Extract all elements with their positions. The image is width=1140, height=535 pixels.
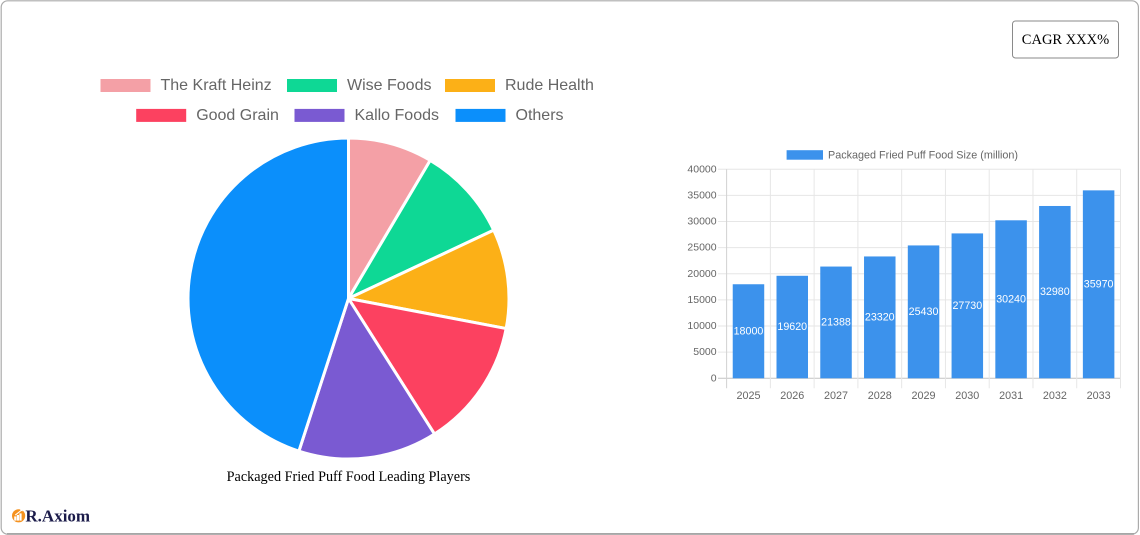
svg-text:Good Grain: Good Grain (196, 107, 279, 124)
svg-text:2026: 2026 (780, 390, 804, 402)
svg-text:35970: 35970 (1084, 278, 1114, 290)
svg-text:2031: 2031 (999, 390, 1023, 402)
svg-text:Kallo Foods: Kallo Foods (355, 107, 440, 124)
svg-text:2033: 2033 (1087, 390, 1111, 402)
svg-text:2027: 2027 (824, 390, 848, 402)
svg-text:2030: 2030 (955, 390, 979, 402)
svg-text:25430: 25430 (909, 306, 939, 318)
svg-text:30000: 30000 (687, 216, 716, 228)
svg-text:10000: 10000 (687, 320, 716, 332)
svg-text:32980: 32980 (1040, 286, 1070, 298)
svg-text:20000: 20000 (687, 268, 716, 280)
svg-text:40000: 40000 (687, 163, 716, 175)
svg-text:23320: 23320 (865, 311, 895, 323)
svg-text:5000: 5000 (693, 346, 717, 358)
svg-text:Rude Health: Rude Health (505, 77, 594, 94)
svg-text:R.Axiom: R.Axiom (25, 507, 90, 526)
svg-text:25000: 25000 (687, 242, 716, 254)
svg-text:The Kraft Heinz: The Kraft Heinz (161, 77, 272, 94)
svg-text:Wise Foods: Wise Foods (347, 77, 431, 94)
svg-text:0: 0 (711, 372, 717, 384)
svg-text:21388: 21388 (821, 316, 851, 328)
svg-text:19620: 19620 (777, 321, 807, 333)
svg-text:15000: 15000 (687, 294, 716, 306)
svg-text:Packaged Fried Puff Food Size: Packaged Fried Puff Food Size (million) (828, 149, 1018, 161)
svg-text:2028: 2028 (868, 390, 892, 402)
svg-text:2025: 2025 (736, 390, 760, 402)
svg-text:Packaged Fried Puff Food Leadi: Packaged Fried Puff Food Leading Players (227, 469, 471, 485)
svg-text:30240: 30240 (996, 293, 1026, 305)
svg-text:Others: Others (516, 107, 564, 124)
svg-text:2032: 2032 (1043, 390, 1067, 402)
svg-text:27730: 27730 (952, 300, 982, 312)
svg-text:18000: 18000 (734, 325, 764, 337)
svg-text:CAGR XXX%: CAGR XXX% (1022, 32, 1109, 48)
svg-text:35000: 35000 (687, 189, 716, 201)
svg-text:2029: 2029 (912, 390, 936, 402)
